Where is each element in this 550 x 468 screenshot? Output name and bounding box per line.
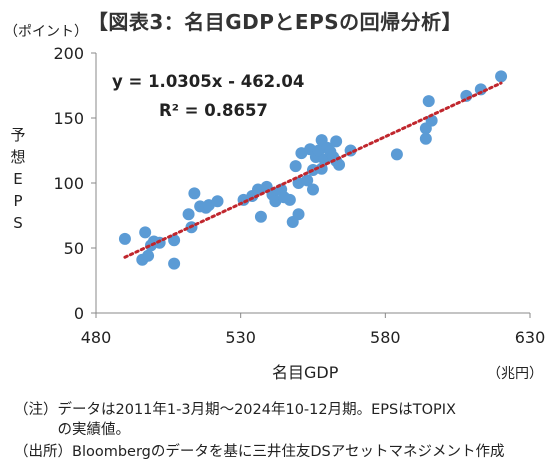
x-tick-label: 580 bbox=[370, 328, 401, 347]
data-point bbox=[283, 193, 296, 206]
y-tick-label: 50 bbox=[64, 239, 84, 258]
x-tick-label: 530 bbox=[225, 328, 256, 347]
y-axis-label-char: P bbox=[13, 192, 23, 210]
data-point bbox=[142, 249, 155, 262]
source-note: （出所）Bloombergのデータを基に三井住友DSアセットマネジメント作成 bbox=[14, 444, 505, 460]
x-tick-label: 480 bbox=[81, 328, 112, 347]
data-point bbox=[139, 226, 152, 239]
data-point bbox=[425, 114, 438, 127]
regression-equation: y = 1.0305x - 462.04 bbox=[112, 72, 304, 91]
data-point bbox=[330, 135, 343, 148]
y-axis-label-char: E bbox=[13, 170, 23, 188]
data-point bbox=[188, 187, 201, 200]
chart-title: 【図表3：名目GDPとEPSの回帰分析】 bbox=[87, 10, 463, 34]
data-point bbox=[168, 257, 181, 270]
trendline bbox=[123, 81, 503, 259]
data-point bbox=[118, 232, 131, 245]
data-point bbox=[390, 148, 403, 161]
data-point bbox=[495, 70, 508, 83]
y-axis-label-char: S bbox=[13, 214, 23, 232]
y-axis-label-char: 予 bbox=[10, 126, 26, 144]
data-point bbox=[307, 183, 319, 196]
data-point bbox=[419, 132, 432, 145]
data-point bbox=[211, 195, 224, 208]
data-point bbox=[254, 210, 267, 223]
data-point bbox=[333, 158, 346, 171]
data-point bbox=[422, 95, 435, 108]
x-axis-label: 名目GDP bbox=[272, 363, 339, 382]
data-point bbox=[182, 208, 195, 221]
y-axis-label-char: 想 bbox=[10, 148, 26, 166]
data-point bbox=[292, 208, 305, 221]
y-axis-unit: （ポイント） bbox=[4, 24, 88, 40]
data-point bbox=[289, 160, 302, 173]
x-tick-label: 630 bbox=[515, 328, 546, 347]
note-line-2: の実績値。 bbox=[14, 422, 130, 438]
y-tick-label: 100 bbox=[53, 174, 84, 193]
y-tick-label: 150 bbox=[53, 109, 84, 128]
x-axis-unit: （兆円） bbox=[487, 366, 543, 382]
y-tick-label: 200 bbox=[53, 44, 84, 63]
note-line-1: （注）データは2011年1-3月期～2024年10-12月期。EPSはTOPIX bbox=[14, 402, 456, 418]
data-point bbox=[301, 174, 314, 187]
tick-labels: 0 50 100 150 200 480 530 580 630 bbox=[53, 44, 545, 347]
y-tick-label: 0 bbox=[74, 304, 84, 323]
r-squared-label: R² = 0.8657 bbox=[159, 101, 268, 120]
